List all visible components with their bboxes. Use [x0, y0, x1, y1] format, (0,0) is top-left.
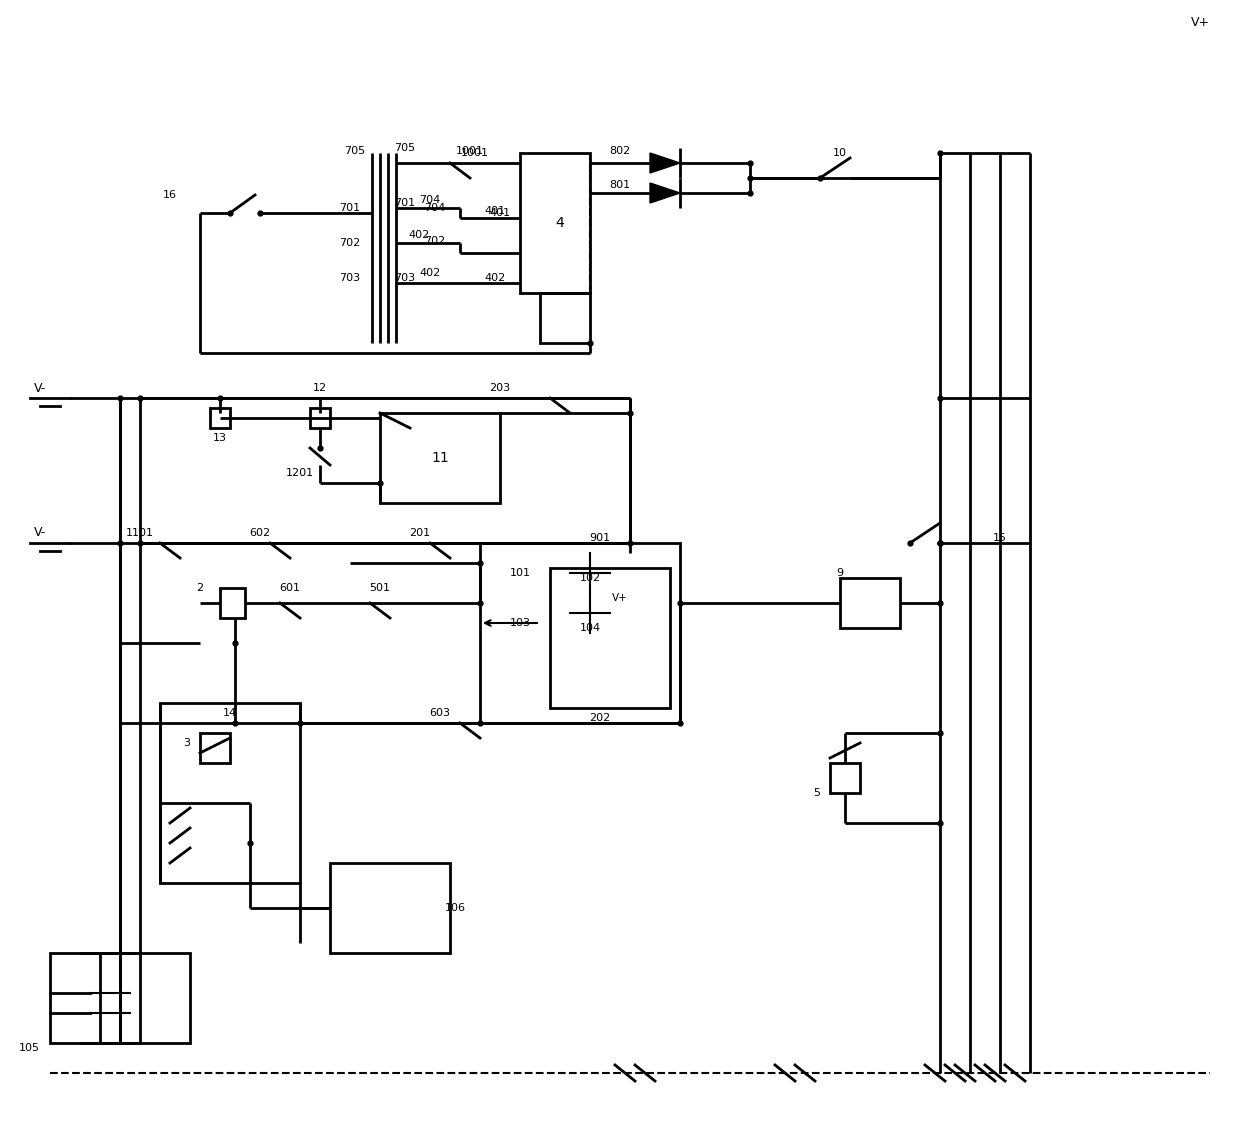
Text: 703: 703 — [394, 273, 415, 283]
Bar — [839, 578, 900, 628]
Text: V+: V+ — [613, 593, 627, 603]
Text: 705: 705 — [343, 146, 365, 156]
Text: 102: 102 — [579, 573, 600, 583]
Bar — [520, 153, 590, 293]
Text: 705: 705 — [394, 143, 415, 153]
Text: V-: V- — [33, 382, 46, 394]
Polygon shape — [650, 183, 680, 203]
Text: 16: 16 — [162, 190, 177, 200]
Text: 704: 704 — [424, 203, 445, 213]
Text: 402: 402 — [419, 268, 440, 279]
Text: 5: 5 — [813, 788, 820, 798]
Text: V+: V+ — [1190, 17, 1210, 29]
Bar — [830, 763, 861, 793]
Text: 3: 3 — [184, 738, 190, 748]
Text: 703: 703 — [339, 273, 360, 283]
Text: 103: 103 — [510, 618, 531, 628]
Text: 701: 701 — [394, 198, 415, 208]
Text: 13: 13 — [213, 433, 227, 442]
Text: 603: 603 — [429, 707, 450, 718]
Text: 401: 401 — [490, 208, 511, 218]
Text: 801: 801 — [609, 180, 631, 190]
Text: 2: 2 — [196, 583, 203, 593]
Text: 9: 9 — [837, 568, 843, 578]
Text: 901: 901 — [589, 533, 610, 544]
Text: 802: 802 — [609, 146, 631, 156]
Text: 202: 202 — [589, 713, 610, 723]
Polygon shape — [650, 153, 680, 173]
Bar — [210, 408, 229, 428]
Text: 1101: 1101 — [126, 528, 154, 538]
Bar — [200, 733, 229, 763]
Bar — [379, 413, 500, 503]
Bar — [160, 703, 300, 883]
Text: 106: 106 — [444, 903, 465, 913]
Text: 501: 501 — [370, 583, 391, 593]
Text: 105: 105 — [19, 1043, 40, 1053]
Text: 14: 14 — [223, 707, 237, 718]
Text: 11: 11 — [432, 451, 449, 465]
Text: 704: 704 — [419, 195, 440, 206]
Bar — [539, 293, 590, 343]
Text: 4: 4 — [556, 216, 564, 230]
Text: 402: 402 — [485, 273, 506, 283]
Text: 1201: 1201 — [286, 468, 314, 478]
Text: 702: 702 — [339, 238, 360, 248]
Text: 701: 701 — [339, 203, 360, 213]
Bar — [330, 862, 450, 953]
Text: 601: 601 — [279, 583, 300, 593]
Text: 12: 12 — [312, 383, 327, 393]
Bar — [50, 953, 190, 1043]
Text: 401: 401 — [485, 206, 506, 216]
Text: 1001: 1001 — [456, 146, 484, 156]
Bar — [310, 408, 330, 428]
Text: 104: 104 — [579, 623, 600, 633]
Text: 203: 203 — [490, 383, 511, 393]
Text: 10: 10 — [833, 148, 847, 158]
Text: 101: 101 — [510, 568, 531, 578]
Bar — [551, 568, 670, 707]
Bar — [480, 544, 680, 723]
Text: 1001: 1001 — [461, 148, 489, 158]
Text: 402: 402 — [409, 230, 430, 240]
Text: 201: 201 — [409, 528, 430, 538]
Text: 702: 702 — [424, 236, 445, 246]
Bar — [219, 588, 246, 618]
Text: 15: 15 — [993, 533, 1007, 544]
Text: 602: 602 — [249, 528, 270, 538]
Text: V-: V- — [33, 527, 46, 539]
